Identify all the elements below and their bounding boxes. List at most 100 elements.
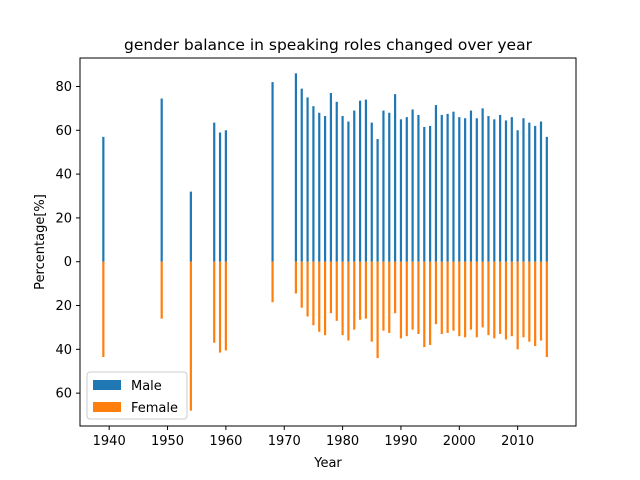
bar-female-2014 [539, 261, 543, 341]
bar-male-1993 [417, 114, 420, 262]
bar-female-2002 [469, 261, 473, 330]
legend-swatch-female [93, 402, 121, 412]
bar-male-1996 [434, 105, 438, 262]
bar-male-1958 [213, 122, 216, 262]
bar-male-1987 [382, 110, 385, 262]
bar-female-1992 [411, 261, 414, 330]
bar-female-2013 [534, 261, 537, 347]
bar-male-2000 [458, 117, 461, 262]
bar-female-1987 [382, 261, 385, 331]
bar-female-1954 [189, 261, 192, 411]
y-tick-label: 60 [55, 387, 72, 402]
bar-male-1989 [394, 94, 397, 262]
bar-male-2010 [516, 130, 519, 262]
y-tick-label: 20 [55, 211, 72, 226]
bar-female-2000 [458, 261, 461, 337]
bar-female-1949 [160, 261, 163, 319]
legend-label-female: Female [131, 401, 178, 416]
bar-male-1983 [358, 100, 362, 262]
y-tick-label: 0 [64, 255, 72, 270]
bar-male-1975 [312, 106, 315, 262]
bar-male-1986 [376, 139, 379, 262]
x-tick-label: 1990 [384, 434, 417, 449]
chart-title: gender balance in speaking roles changed… [124, 36, 533, 54]
bar-female-1985 [370, 261, 373, 342]
bar-female-1999 [452, 261, 455, 331]
y-axis-ticks: 80 60 40 20 0 20 40 60 [55, 80, 80, 402]
bar-male-1984 [364, 99, 368, 262]
bar-male-1979 [335, 101, 338, 262]
bar-female-2005 [487, 261, 490, 336]
bar-male-2007 [499, 114, 502, 262]
bar-male-1999 [452, 111, 455, 262]
bar-male-1995 [429, 125, 432, 262]
bar-male-1974 [306, 97, 309, 262]
bar-male-1972 [294, 73, 298, 262]
bar-female-1998 [446, 261, 449, 333]
bar-female-1968 [271, 261, 274, 303]
bar-male-1976 [318, 112, 321, 262]
bar-female-1979 [335, 261, 338, 321]
bar-female-1960 [224, 261, 227, 351]
bar-female-1993 [417, 261, 420, 334]
bar-female-1958 [213, 261, 216, 343]
bar-male-2014 [539, 121, 543, 262]
bar-male-2012 [528, 122, 531, 262]
bar-male-1997 [440, 114, 443, 262]
bar-male-1939 [102, 136, 105, 262]
bar-female-1989 [394, 261, 397, 314]
x-tick-label: 2010 [501, 434, 534, 449]
bar-male-1954 [189, 191, 192, 262]
bar-female-2007 [499, 261, 502, 334]
bar-female-1972 [294, 261, 298, 294]
legend-label-male: Male [131, 379, 162, 394]
bar-female-2011 [522, 261, 525, 338]
bar-male-1960 [224, 130, 227, 262]
bar-female-1978 [329, 261, 333, 314]
bar-male-2002 [469, 110, 473, 262]
bar-male-2008 [504, 120, 508, 262]
bar-female-1994 [423, 261, 426, 348]
bar-male-1977 [323, 116, 327, 262]
bar-female-1988 [388, 261, 391, 333]
bar-male-2009 [510, 117, 513, 262]
bar-female-2008 [504, 261, 508, 340]
bar-female-1982 [353, 261, 356, 330]
bar-female-2006 [493, 261, 496, 339]
bars-group [102, 73, 548, 411]
plot-frame [79, 57, 577, 427]
bar-male-2001 [464, 118, 467, 262]
bar-female-2001 [464, 261, 467, 338]
bar-male-2015 [545, 136, 548, 262]
plot-area [80, 58, 576, 426]
x-tick-label: 1940 [93, 434, 126, 449]
bar-male-2004 [481, 108, 484, 262]
bar-male-1949 [160, 98, 163, 262]
bar-female-1975 [312, 261, 315, 326]
y-axis-label: Percentage[%] [33, 194, 48, 290]
y-tick-label: 80 [55, 80, 72, 95]
bar-male-1988 [388, 112, 391, 262]
bar-male-1982 [353, 110, 356, 262]
legend-swatch-male [93, 380, 121, 390]
bar-female-1983 [358, 261, 362, 320]
x-tick-label: 1970 [268, 434, 301, 449]
y-tick-label: 40 [55, 343, 72, 358]
x-tick-label: 2000 [443, 434, 476, 449]
bar-male-1992 [411, 109, 414, 262]
bar-female-1980 [341, 261, 344, 336]
x-axis-ticks: 1940 1950 1960 1970 1980 1990 2000 2010 [93, 426, 534, 449]
bar-female-1977 [323, 261, 327, 336]
bar-female-1996 [434, 261, 438, 325]
bar-male-1991 [405, 117, 408, 262]
bar-female-1997 [440, 261, 443, 334]
bar-male-1994 [423, 127, 426, 262]
x-tick-label: 1950 [151, 434, 184, 449]
legend: Male Female [86, 371, 188, 420]
bar-female-2003 [475, 261, 478, 338]
bar-male-1985 [370, 122, 373, 262]
bar-female-2015 [545, 261, 548, 357]
x-tick-label: 1980 [326, 434, 359, 449]
bar-male-1959 [218, 132, 222, 262]
